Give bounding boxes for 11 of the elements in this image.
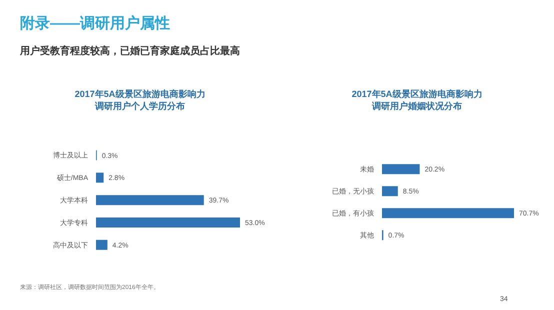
bar [382, 208, 514, 218]
bar [96, 172, 104, 183]
chart-title: 2017年5A级景区旅游电商影响力调研用户婚姻状况分布 [351, 88, 483, 112]
text: 用户受教育程度较高，已婚已育家庭成员占比最高 [20, 44, 240, 58]
bar [96, 195, 204, 206]
bar [382, 164, 420, 174]
bar [96, 240, 108, 250]
text: 附录——调研用户属性 [20, 14, 170, 33]
bar [382, 186, 398, 196]
bar [96, 217, 240, 228]
chart-title: 2017年5A级景区旅游电商影响力调研用户个人学历分布 [74, 88, 206, 112]
